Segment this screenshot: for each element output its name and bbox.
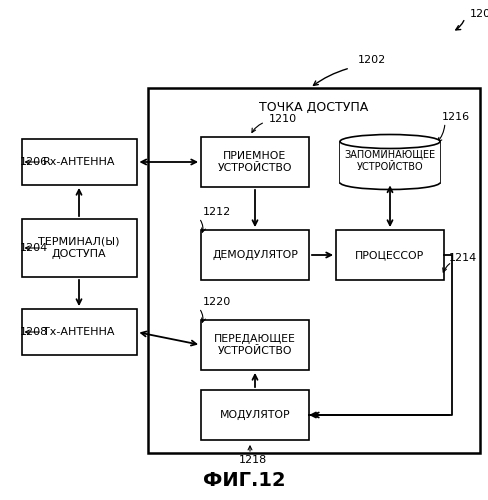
Bar <box>201 320 308 370</box>
Bar <box>201 390 308 440</box>
Text: МОДУЛЯТОР: МОДУЛЯТОР <box>219 410 290 420</box>
Text: Tx-АНТЕННА: Tx-АНТЕННА <box>43 327 115 337</box>
Text: 1202: 1202 <box>357 55 386 65</box>
Text: 1208: 1208 <box>20 327 48 337</box>
Text: 1220: 1220 <box>203 297 231 307</box>
Text: ЗАПОМИНАЮЩЕЕ
УСТРОЙСТВО: ЗАПОМИНАЮЩЕЕ УСТРОЙСТВО <box>344 150 435 172</box>
Ellipse shape <box>339 134 439 148</box>
Bar <box>21 309 136 355</box>
Bar <box>339 142 439 182</box>
Text: 1212: 1212 <box>203 207 231 217</box>
Text: ПРИЕМНОЕ
УСТРОЙСТВО: ПРИЕМНОЕ УСТРОЙСТВО <box>217 151 292 173</box>
Text: 1218: 1218 <box>238 455 266 465</box>
Text: ТОЧКА ДОСТУПА: ТОЧКА ДОСТУПА <box>259 100 368 114</box>
Bar <box>335 230 443 280</box>
Text: 1204: 1204 <box>20 243 48 253</box>
Bar <box>201 230 308 280</box>
Text: 1214: 1214 <box>448 253 476 263</box>
Text: 1216: 1216 <box>441 112 469 122</box>
Text: 1200: 1200 <box>469 9 488 19</box>
Text: ФИГ.12: ФИГ.12 <box>203 470 285 490</box>
Text: ПЕРЕДАЮЩЕЕ
УСТРОЙСТВО: ПЕРЕДАЮЩЕЕ УСТРОЙСТВО <box>214 334 295 356</box>
Text: ТЕРМИНАЛ(Ы)
ДОСТУПА: ТЕРМИНАЛ(Ы) ДОСТУПА <box>38 237 120 259</box>
Bar <box>21 139 136 185</box>
Bar <box>201 137 308 187</box>
Text: ДЕМОДУЛЯТОР: ДЕМОДУЛЯТОР <box>212 250 297 260</box>
Text: Rx-АНТЕННА: Rx-АНТЕННА <box>42 157 115 167</box>
Text: ПРОЦЕССОР: ПРОЦЕССОР <box>355 250 424 260</box>
Text: 1206: 1206 <box>20 157 48 167</box>
Text: 1210: 1210 <box>268 114 297 124</box>
Bar <box>148 88 479 453</box>
Bar <box>21 219 136 277</box>
